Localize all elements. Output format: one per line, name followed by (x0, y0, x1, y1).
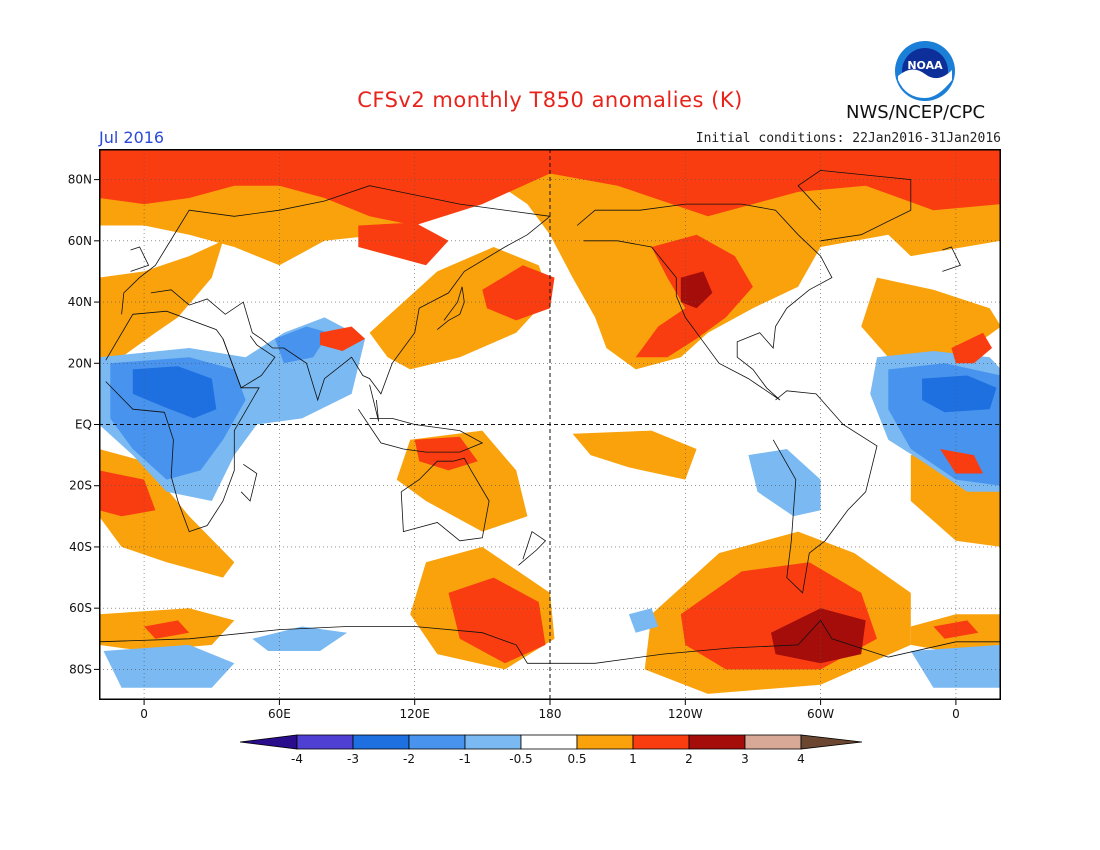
anomaly-region-warm2 (482, 265, 555, 321)
colorbar-label: -1 (459, 752, 471, 766)
lat-tick-label: 20N (68, 356, 92, 370)
coastline (121, 185, 551, 402)
coastline (437, 286, 465, 330)
lat-tick-label: 40S (69, 540, 92, 554)
lon-tick-label: 120E (399, 707, 430, 721)
colorbar-segment (296, 734, 354, 750)
anomaly-region-warm1 (572, 430, 697, 480)
coastline (222, 335, 276, 389)
anomaly-region-cool1 (910, 644, 1001, 688)
anomaly-region-cool1 (103, 644, 235, 688)
colorbar-segment (744, 734, 802, 750)
lat-tick-label: 60N (68, 234, 92, 248)
coastline (357, 408, 484, 453)
lon-tick-label: 180 (539, 707, 562, 721)
lon-tick-label: 60W (807, 707, 834, 721)
anomaly-region-warm2 (144, 620, 190, 639)
colorbar-segment (352, 734, 410, 750)
coastline (130, 246, 150, 272)
coastline (400, 457, 490, 542)
coastline (576, 203, 833, 401)
colorbar-label: 4 (797, 752, 805, 766)
colorbar-label: -2 (403, 752, 415, 766)
noaa-logo-text: NOAA (907, 59, 943, 72)
colorbar-label: -4 (291, 752, 303, 766)
coastline (518, 530, 547, 566)
anomaly-region-warm2 (99, 149, 1001, 226)
coastline (772, 390, 878, 594)
colorbar-arrow-low (239, 734, 298, 750)
colorbar-segment (520, 734, 578, 750)
colorbar-arrow-high (800, 734, 863, 750)
coastline (105, 310, 260, 533)
anomaly-region-warm1 (99, 240, 223, 364)
anomaly-region-warm2 (940, 449, 983, 474)
colorbar-label: 1 (629, 752, 637, 766)
map-frame (99, 149, 1001, 700)
colorbar-label: 3 (741, 752, 749, 766)
anomaly-region-warm2 (951, 332, 992, 364)
colorbar-segment (576, 734, 634, 750)
lat-tick-label: 80S (69, 662, 92, 676)
anomaly-region-cool1 (748, 449, 821, 517)
forecast-month: Jul 2016 (99, 128, 165, 147)
lat-tick-label: 20S (69, 479, 92, 493)
lat-tick-label: 60S (69, 601, 92, 615)
anomaly-region-cool3 (922, 375, 997, 413)
agency-label: NWS/NCEP/CPC (846, 102, 986, 123)
colorbar: -4 -3 -2 -1 -0.5 0.5 1 2 3 4 (239, 733, 863, 773)
anomaly-region-cool3 (132, 366, 217, 419)
map-title: CFSv2 monthly T850 anomalies (K) (357, 88, 743, 112)
anomaly-region-warm3 (771, 608, 866, 664)
anomaly-region-warm2 (320, 326, 366, 351)
coastline (99, 619, 1001, 664)
colorbar-segment (464, 734, 522, 750)
colorbar-label: 0.5 (567, 752, 586, 766)
lon-tick-label: 0 (140, 707, 148, 721)
lon-tick-label: 60E (268, 707, 291, 721)
anomaly-region-warm2 (358, 222, 449, 266)
coastlines (99, 169, 1001, 664)
anomaly-map (99, 149, 1001, 700)
anomaly-region-cool2 (274, 326, 329, 364)
coastline (369, 384, 379, 422)
colorbar-segment (688, 734, 746, 750)
lat-tick-label: EQ (75, 418, 92, 432)
anomaly-region-warm1 (99, 149, 1001, 370)
coastline (942, 246, 961, 272)
coastline (240, 463, 258, 502)
anomaly-contours (99, 149, 1001, 694)
noaa-logo-icon: NOAA (894, 40, 956, 102)
colorbar-segment (408, 734, 466, 750)
colorbar-segment (632, 734, 690, 750)
lat-tick-label: 40N (68, 295, 92, 309)
anomaly-region-warm2 (448, 577, 546, 664)
lon-tick-label: 120W (668, 707, 703, 721)
coastline (797, 169, 912, 242)
colorbar-label: -3 (347, 752, 359, 766)
anomaly-region-warm2 (99, 470, 156, 517)
lat-tick-label: 80N (68, 173, 92, 187)
colorbar-label: -0.5 (509, 752, 532, 766)
anomaly-region-warm2 (414, 436, 478, 471)
anomaly-region-cool1 (252, 626, 348, 651)
anomaly-region-warm3 (680, 271, 713, 309)
lon-tick-label: 0 (952, 707, 960, 721)
initial-conditions: Initial conditions: 22Jan2016-31Jan2016 (695, 131, 1001, 146)
colorbar-label: 2 (685, 752, 693, 766)
anomaly-region-cool1 (628, 608, 659, 633)
